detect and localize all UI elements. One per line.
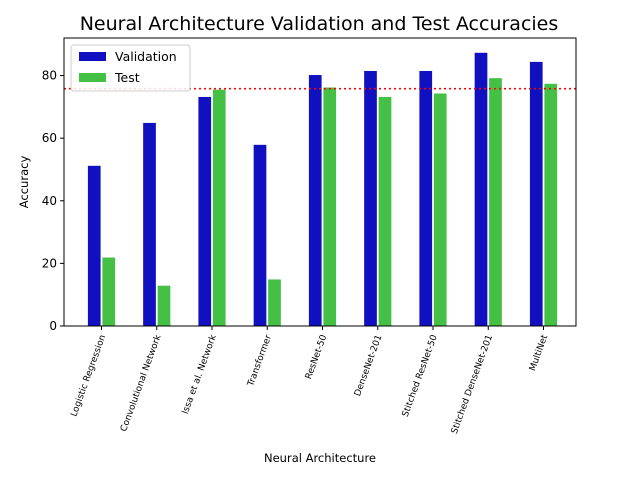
plot-area: 0 20 40 60 80 Logistic Regression Convolutiona… (42, 37, 577, 436)
bar-test-6 (377, 96, 393, 327)
legend-swatch-test (79, 73, 106, 82)
bar-validation-4 (252, 144, 268, 327)
bar-test-8 (488, 77, 503, 327)
x-tick-label-3: Issa et al. Network (181, 333, 219, 416)
bar-validation-6 (363, 70, 378, 327)
chart-title: Neural Architecture Validation and Test … (80, 13, 559, 35)
bar-validation-3 (197, 96, 212, 327)
bar-validation-5 (308, 74, 323, 327)
y-tick-label-20: 20 (42, 256, 57, 270)
bar-validation-7 (418, 70, 433, 327)
x-tick-label-6: DenseNet-201 (353, 334, 385, 398)
bar-validation-2 (142, 122, 157, 327)
x-tick-label-9: MultiNet (528, 333, 550, 372)
bar-test-3 (212, 88, 227, 327)
x-axis-label: Neural Architecture (264, 451, 376, 465)
x-tick-label-8: Stitched DenseNet-201 (450, 334, 495, 436)
x-tick-label-4: Transformer (246, 333, 274, 388)
plot-frame (63, 37, 577, 327)
bar-test-2 (156, 284, 172, 327)
bar-validation-8 (473, 52, 489, 327)
legend-swatch-validation (79, 52, 106, 61)
bar-test-1 (101, 256, 116, 327)
y-axis-label: Accuracy (17, 156, 31, 209)
y-tick-label-40: 40 (42, 194, 57, 208)
y-tick-label-0: 0 (49, 319, 57, 333)
legend-label-validation: Validation (115, 49, 177, 64)
legend-label-test: Test (114, 70, 140, 85)
bar-validation-9 (529, 61, 544, 327)
bar-test-5 (322, 86, 337, 327)
x-tick-label-7: Stitched ResNet-50 (401, 333, 440, 418)
x-tick-label-1: Logistic Regression (69, 334, 108, 419)
bar-test-4 (267, 278, 282, 327)
y-tick-label-80: 80 (42, 69, 57, 83)
bar-test-7 (433, 92, 448, 327)
bar-validation-1 (87, 165, 102, 327)
bar-test-9 (543, 82, 558, 327)
x-tick-label-2: Convolutional Network (119, 333, 164, 433)
y-tick-label-60: 60 (42, 131, 57, 145)
x-tick-label-5: ResNet-50 (304, 333, 329, 380)
